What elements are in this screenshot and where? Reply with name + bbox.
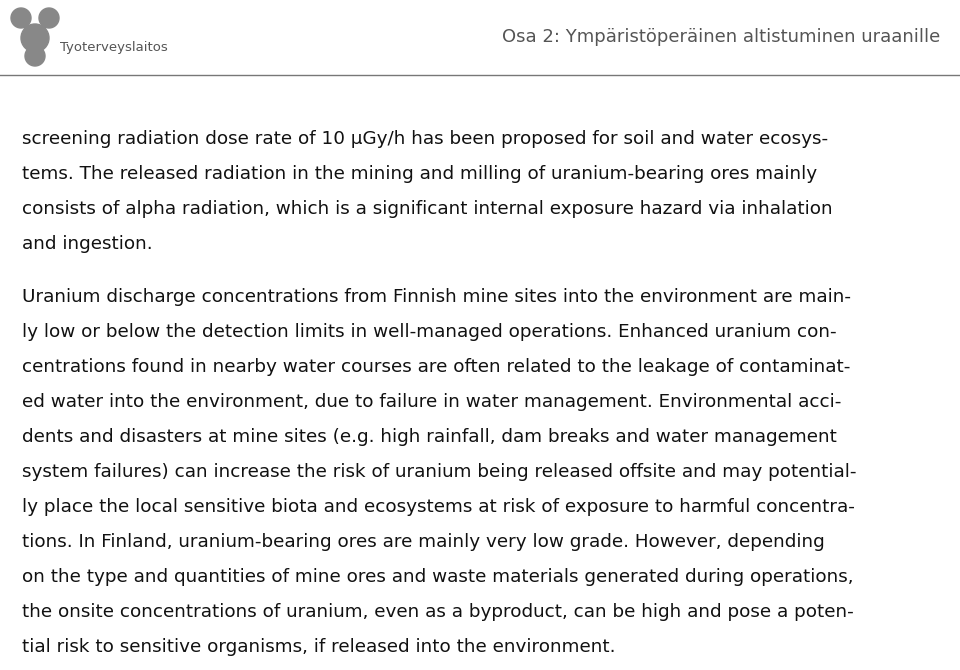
Circle shape: [21, 24, 49, 52]
Text: system failures) can increase the risk of uranium being released offsite and may: system failures) can increase the risk o…: [22, 463, 856, 481]
Text: centrations found in nearby water courses are often related to the leakage of co: centrations found in nearby water course…: [22, 358, 851, 376]
Text: dents and disasters at mine sites (e.g. high rainfall, dam breaks and water mana: dents and disasters at mine sites (e.g. …: [22, 428, 837, 446]
Text: ly low or below the detection limits in well-managed operations. Enhanced uraniu: ly low or below the detection limits in …: [22, 323, 836, 341]
Text: and ingestion.: and ingestion.: [22, 235, 153, 253]
Circle shape: [11, 8, 31, 28]
Text: Tyoterveyslaitos: Tyoterveyslaitos: [60, 40, 168, 54]
Text: tions. In Finland, uranium-bearing ores are mainly very low grade. However, depe: tions. In Finland, uranium-bearing ores …: [22, 533, 825, 551]
Text: the onsite concentrations of uranium, even as a byproduct, can be high and pose : the onsite concentrations of uranium, ev…: [22, 603, 853, 621]
Circle shape: [39, 8, 59, 28]
Text: Uranium discharge concentrations from Finnish mine sites into the environment ar: Uranium discharge concentrations from Fi…: [22, 288, 851, 306]
Text: tial risk to sensitive organisms, if released into the environment.: tial risk to sensitive organisms, if rel…: [22, 638, 615, 656]
Text: tems. The released radiation in the mining and milling of uranium-bearing ores m: tems. The released radiation in the mini…: [22, 165, 817, 183]
Text: screening radiation dose rate of 10 μGy/h has been proposed for soil and water e: screening radiation dose rate of 10 μGy/…: [22, 130, 828, 148]
Circle shape: [25, 46, 45, 66]
Text: consists of alpha radiation, which is a significant internal exposure hazard via: consists of alpha radiation, which is a …: [22, 200, 832, 218]
Text: on the type and quantities of mine ores and waste materials generated during ope: on the type and quantities of mine ores …: [22, 568, 853, 586]
Text: ed water into the environment, due to failure in water management. Environmental: ed water into the environment, due to fa…: [22, 393, 841, 411]
Text: Osa 2: Ympäristöperäinen altistuminen uraanille: Osa 2: Ympäristöperäinen altistuminen ur…: [502, 28, 940, 46]
Text: ly place the local sensitive biota and ecosystems at risk of exposure to harmful: ly place the local sensitive biota and e…: [22, 498, 854, 516]
